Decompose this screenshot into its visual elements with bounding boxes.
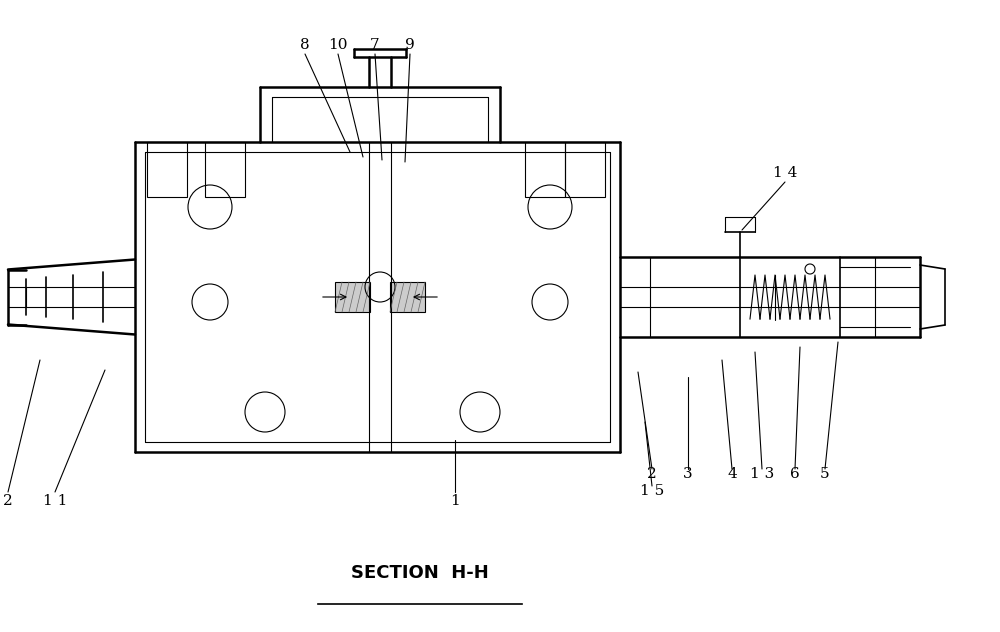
Text: 8: 8 bbox=[300, 38, 310, 52]
Bar bbox=[335, 282, 370, 312]
Text: 7: 7 bbox=[370, 38, 380, 52]
Bar bbox=[565, 142, 605, 197]
Bar bbox=[390, 282, 425, 312]
Text: 5: 5 bbox=[820, 467, 830, 481]
Text: 1 1: 1 1 bbox=[43, 494, 67, 508]
Text: 1 4: 1 4 bbox=[773, 166, 797, 180]
Text: 3: 3 bbox=[683, 467, 693, 481]
Text: 6: 6 bbox=[790, 467, 800, 481]
Bar bbox=[147, 142, 187, 197]
Text: 1: 1 bbox=[450, 494, 460, 508]
Text: 4: 4 bbox=[727, 467, 737, 481]
Text: SECTION  H-H: SECTION H-H bbox=[351, 564, 489, 582]
Text: 9: 9 bbox=[405, 38, 415, 52]
Text: 2: 2 bbox=[647, 467, 657, 481]
Bar bbox=[525, 142, 565, 197]
Bar bbox=[205, 142, 245, 197]
Text: 2: 2 bbox=[3, 494, 13, 508]
Text: 1 3: 1 3 bbox=[750, 467, 774, 481]
Text: 1 5: 1 5 bbox=[640, 484, 664, 498]
Text: 10: 10 bbox=[328, 38, 348, 52]
